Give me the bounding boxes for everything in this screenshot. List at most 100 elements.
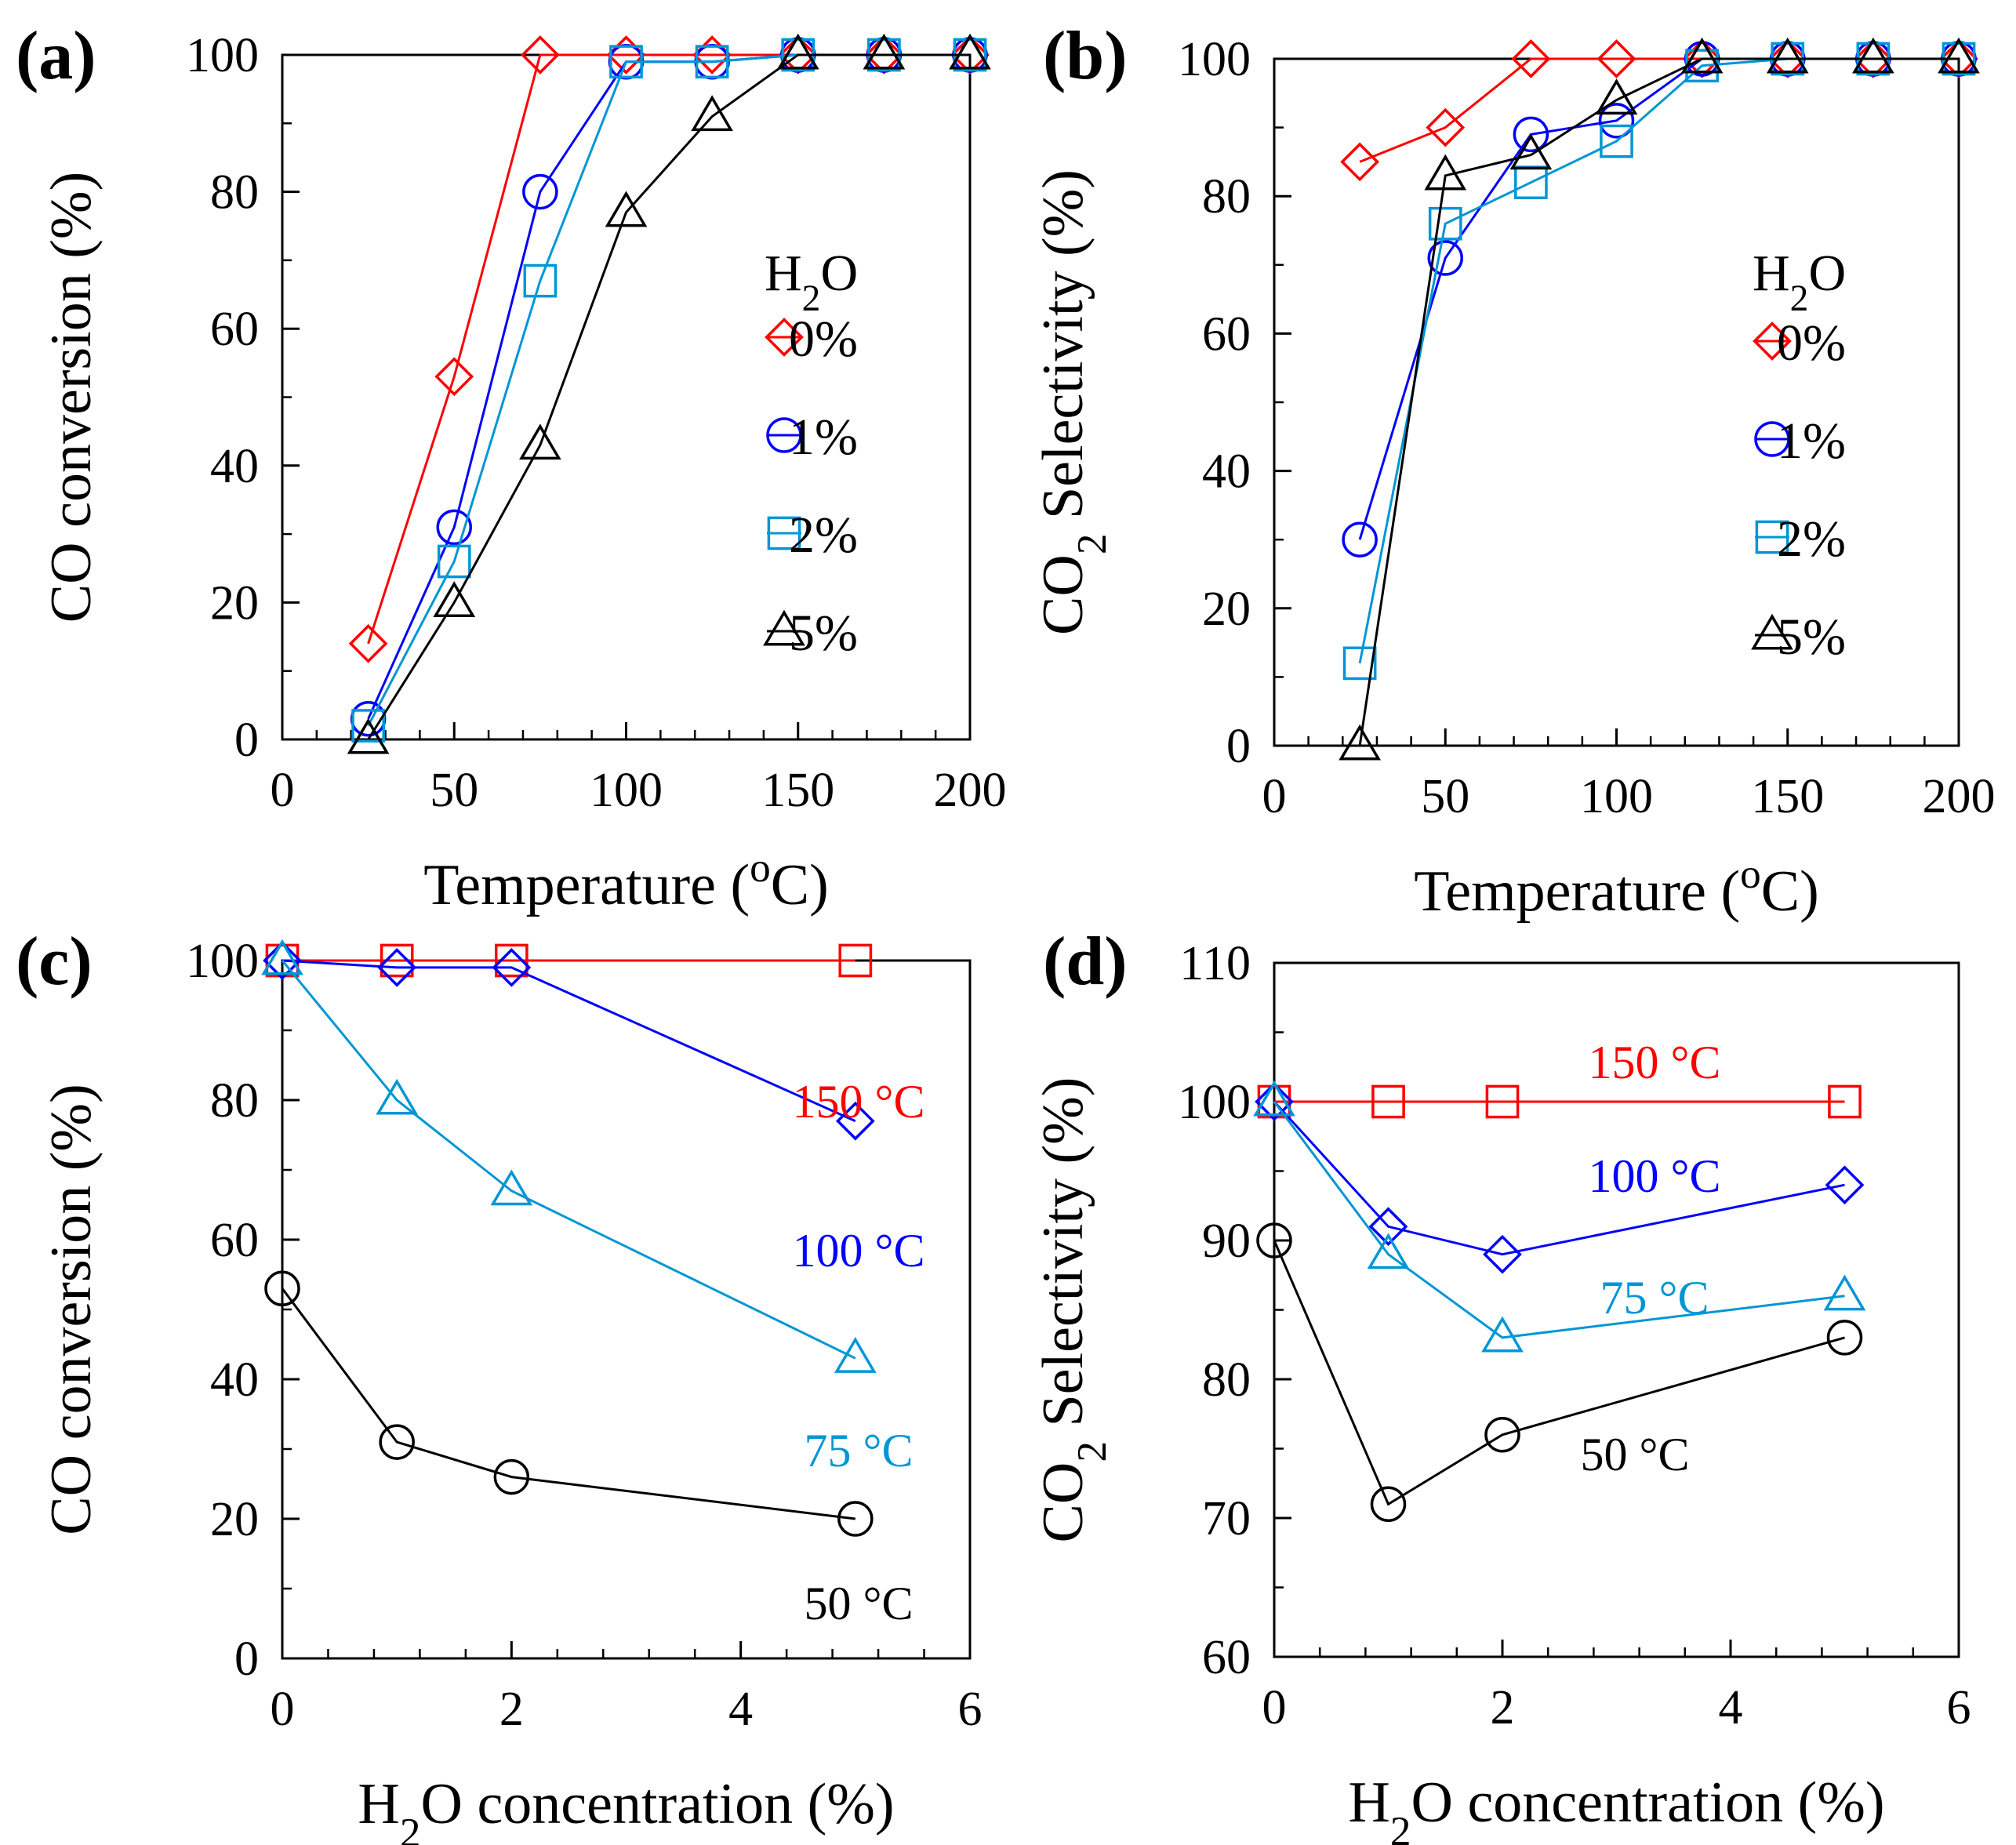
- data-point-diamond: [1255, 1082, 1294, 1121]
- series-annotation: 75 °C: [1600, 1272, 1709, 1324]
- x-tick-label: 4: [1719, 1681, 1743, 1734]
- y-tick-label: 60: [1202, 307, 1251, 361]
- x-tick-label: 6: [1947, 1681, 1971, 1734]
- series-line: [1273, 1101, 1845, 1339]
- legend-marker-diamond: [1753, 321, 1792, 361]
- data-point-diamond: [1368, 1207, 1408, 1247]
- y-tick-label: 0: [234, 714, 259, 767]
- y-tick-label: 80: [210, 166, 259, 220]
- y-tick-label: 0: [234, 1633, 259, 1686]
- data-point-square: [609, 45, 643, 79]
- x-tick-label: 50: [1421, 770, 1469, 823]
- data-point-diamond: [434, 357, 474, 397]
- data-point-square: [695, 45, 729, 79]
- y-tick-label: 100: [186, 935, 259, 988]
- series-line: [367, 53, 970, 645]
- data-point-triangle: [605, 191, 648, 227]
- data-point-diamond: [1426, 107, 1466, 147]
- legend-entry-label: 2%: [1777, 510, 1846, 568]
- data-point-circle: [379, 1424, 415, 1460]
- data-point-diamond: [1511, 39, 1551, 78]
- panel-label: (a): [16, 18, 96, 94]
- data-point-triangle: [1339, 724, 1381, 761]
- data-point-triangle: [490, 1169, 533, 1206]
- y-tick-label: 80: [1202, 1353, 1251, 1407]
- x-tick-label: 2: [1491, 1681, 1515, 1734]
- series-line: [1273, 1100, 1845, 1256]
- y-tick-label: 110: [1179, 937, 1251, 990]
- y-tick-label: 0: [1226, 720, 1251, 773]
- data-point-diamond: [1483, 1234, 1522, 1274]
- legend-entry-label: 5%: [789, 605, 858, 662]
- plot-frame: [281, 959, 972, 1660]
- series-annotation: 100 °C: [1588, 1150, 1720, 1202]
- data-point-circle: [1513, 116, 1549, 153]
- data-point-triangle: [776, 33, 819, 70]
- legend-entry-label: 1%: [789, 409, 858, 466]
- data-point-circle: [1342, 521, 1378, 557]
- panel-label: (c): [16, 924, 93, 1000]
- data-point-square: [1485, 1084, 1520, 1119]
- data-point-circle: [837, 1501, 874, 1537]
- data-point-triangle: [519, 423, 561, 460]
- data-point-square: [351, 709, 385, 743]
- data-point-square: [1342, 646, 1377, 681]
- y-tick-label: 20: [1202, 583, 1251, 636]
- legend-marker-triangle: [763, 609, 805, 646]
- data-point-triangle: [1481, 1316, 1524, 1353]
- data-point-square: [1600, 124, 1633, 158]
- series-50C: [264, 1270, 874, 1537]
- data-point-triangle: [1509, 133, 1553, 170]
- data-point-circle: [522, 173, 558, 210]
- data-point-circle: [436, 509, 472, 546]
- x-axis-label: H2O concentration (%): [358, 1772, 894, 1845]
- x-tick-label: 2: [499, 1683, 524, 1736]
- plot-frame: [281, 53, 972, 741]
- data-point-diamond: [348, 623, 388, 663]
- y-tick-label: 100: [1178, 33, 1251, 86]
- series-annotation: 100 °C: [792, 1225, 924, 1277]
- legend-title: H2O: [765, 245, 858, 319]
- x-axis-label: Temperature (oC): [1414, 851, 1819, 924]
- data-point-triangle: [1424, 154, 1467, 191]
- data-point-square: [1371, 1084, 1405, 1119]
- data-point-triangle: [433, 581, 476, 617]
- series-150C: [265, 943, 873, 978]
- series-line: [367, 53, 970, 740]
- data-point-triangle: [1938, 37, 1980, 74]
- data-point-triangle: [1823, 1274, 1866, 1311]
- series-line: [1358, 57, 1959, 746]
- series-annotation: 50 °C: [804, 1578, 913, 1629]
- data-point-triangle: [376, 1078, 419, 1115]
- series-line: [1358, 57, 1959, 540]
- data-point-circle: [1598, 103, 1635, 139]
- data-point-triangle: [1680, 37, 1724, 74]
- y-tick-label: 90: [1202, 1215, 1251, 1268]
- x-axis-label: H2O concentration (%): [1348, 1771, 1884, 1845]
- series-5: [1339, 37, 1980, 761]
- data-point-circle: [493, 1458, 530, 1495]
- x-tick-label: 100: [1580, 770, 1653, 823]
- series-0: [1340, 39, 1978, 182]
- y-axis-label: CO2 Selectivity (%): [1031, 1077, 1115, 1543]
- y-tick-label: 60: [1202, 1631, 1251, 1684]
- y-tick-label: 20: [210, 1493, 259, 1546]
- y-tick-label: 40: [210, 440, 259, 493]
- data-point-circle: [264, 1270, 300, 1307]
- data-point-triangle: [1253, 1080, 1295, 1117]
- series-line: [281, 960, 856, 1360]
- x-tick-label: 6: [958, 1683, 983, 1736]
- data-point-square: [523, 263, 558, 298]
- series-100C: [1255, 1082, 1865, 1274]
- x-axis-label: Temperature (oC): [423, 844, 829, 918]
- data-point-circle: [1427, 240, 1463, 276]
- legend-marker-circle: [766, 417, 802, 453]
- x-tick-label: 4: [728, 1683, 753, 1736]
- series-annotation: 75 °C: [804, 1425, 913, 1476]
- legend-entry-label: 1%: [1777, 412, 1846, 470]
- data-point-diamond: [377, 948, 417, 987]
- data-point-triangle: [834, 1337, 877, 1373]
- y-tick-label: 80: [1202, 170, 1251, 223]
- series-50C: [1256, 1222, 1863, 1523]
- series-5: [347, 33, 991, 754]
